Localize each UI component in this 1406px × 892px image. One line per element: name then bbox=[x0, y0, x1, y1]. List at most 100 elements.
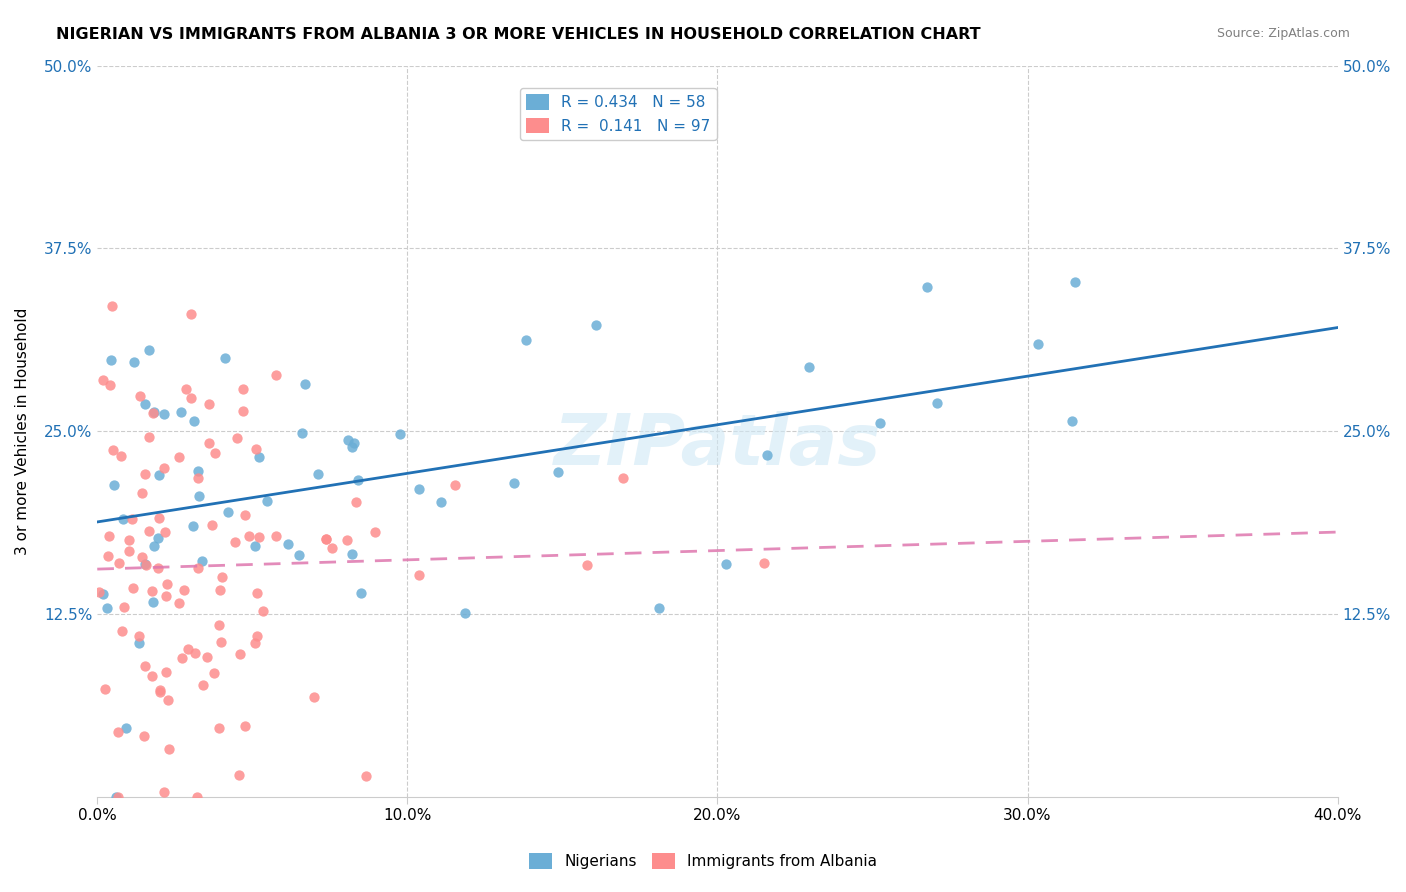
Point bbox=[264, 529, 287, 543]
Point bbox=[304, 690, 326, 705]
Point bbox=[340, 547, 363, 561]
Point bbox=[155, 665, 177, 679]
Point bbox=[307, 467, 329, 481]
Y-axis label: 3 or more Vehicles in Household: 3 or more Vehicles in Household bbox=[15, 308, 30, 555]
Point bbox=[315, 532, 337, 546]
Point bbox=[430, 495, 453, 509]
Point bbox=[246, 629, 269, 643]
Point bbox=[142, 595, 165, 609]
Point bbox=[245, 442, 267, 456]
Point bbox=[264, 368, 287, 383]
Point bbox=[195, 650, 218, 665]
Point bbox=[180, 307, 202, 321]
Point bbox=[201, 518, 224, 533]
Point bbox=[752, 556, 775, 570]
Point bbox=[103, 478, 125, 492]
Point bbox=[315, 532, 337, 546]
Point bbox=[233, 719, 256, 733]
Point bbox=[89, 585, 111, 599]
Point bbox=[134, 397, 156, 411]
Point bbox=[247, 530, 270, 544]
Point bbox=[224, 534, 246, 549]
Point bbox=[444, 478, 467, 492]
Point bbox=[148, 467, 170, 482]
Point bbox=[107, 725, 129, 739]
Point bbox=[98, 528, 121, 542]
Point bbox=[364, 524, 387, 539]
Point bbox=[91, 373, 114, 387]
Point bbox=[135, 558, 157, 573]
Point bbox=[1064, 275, 1087, 289]
Point bbox=[294, 376, 316, 391]
Point bbox=[187, 489, 209, 503]
Point bbox=[344, 495, 367, 509]
Point bbox=[233, 508, 256, 522]
Point bbox=[225, 431, 247, 445]
Point bbox=[585, 318, 607, 332]
Point bbox=[927, 396, 949, 410]
Point bbox=[207, 721, 229, 735]
Point bbox=[408, 568, 430, 582]
Point bbox=[91, 587, 114, 601]
Point bbox=[209, 635, 232, 649]
Point bbox=[291, 425, 314, 440]
Point bbox=[107, 789, 129, 804]
Point bbox=[132, 729, 155, 743]
Point bbox=[155, 589, 177, 603]
Point bbox=[797, 360, 820, 375]
Point bbox=[198, 436, 221, 450]
Point bbox=[191, 678, 214, 692]
Point bbox=[142, 540, 165, 554]
Point bbox=[915, 279, 938, 293]
Point bbox=[131, 550, 153, 565]
Point bbox=[153, 785, 176, 799]
Point bbox=[152, 460, 174, 475]
Point bbox=[167, 596, 190, 610]
Point bbox=[408, 482, 430, 496]
Point bbox=[170, 651, 193, 665]
Point bbox=[103, 442, 125, 457]
Point bbox=[204, 445, 226, 459]
Point bbox=[94, 682, 117, 697]
Point bbox=[96, 600, 118, 615]
Point bbox=[347, 474, 370, 488]
Point bbox=[138, 524, 160, 538]
Point bbox=[112, 599, 135, 614]
Point bbox=[149, 683, 172, 698]
Point bbox=[129, 389, 152, 403]
Point bbox=[1060, 414, 1083, 428]
Point bbox=[228, 768, 250, 782]
Point bbox=[97, 549, 120, 563]
Point bbox=[138, 343, 160, 357]
Point bbox=[576, 558, 599, 572]
Point bbox=[156, 576, 179, 591]
Point bbox=[157, 742, 180, 756]
Point bbox=[118, 533, 141, 547]
Point bbox=[246, 586, 269, 600]
Point bbox=[155, 525, 177, 540]
Point bbox=[869, 416, 891, 430]
Point bbox=[111, 624, 134, 638]
Point bbox=[229, 647, 252, 661]
Point bbox=[115, 722, 138, 736]
Text: ZIPatlas: ZIPatlas bbox=[554, 411, 882, 480]
Point bbox=[232, 403, 254, 417]
Point bbox=[612, 471, 634, 485]
Point bbox=[287, 549, 309, 563]
Point bbox=[211, 570, 233, 584]
Text: NIGERIAN VS IMMIGRANTS FROM ALBANIA 3 OR MORE VEHICLES IN HOUSEHOLD CORRELATION : NIGERIAN VS IMMIGRANTS FROM ALBANIA 3 OR… bbox=[56, 27, 981, 42]
Point bbox=[247, 450, 270, 464]
Point bbox=[186, 789, 208, 804]
Point bbox=[128, 635, 150, 649]
Point bbox=[647, 600, 669, 615]
Point bbox=[148, 511, 170, 525]
Point bbox=[208, 583, 231, 598]
Point bbox=[134, 467, 156, 482]
Point bbox=[336, 533, 359, 547]
Point bbox=[343, 436, 366, 450]
Point bbox=[153, 407, 176, 421]
Point bbox=[184, 647, 207, 661]
Point bbox=[121, 512, 143, 526]
Point bbox=[190, 554, 212, 568]
Point bbox=[134, 557, 156, 571]
